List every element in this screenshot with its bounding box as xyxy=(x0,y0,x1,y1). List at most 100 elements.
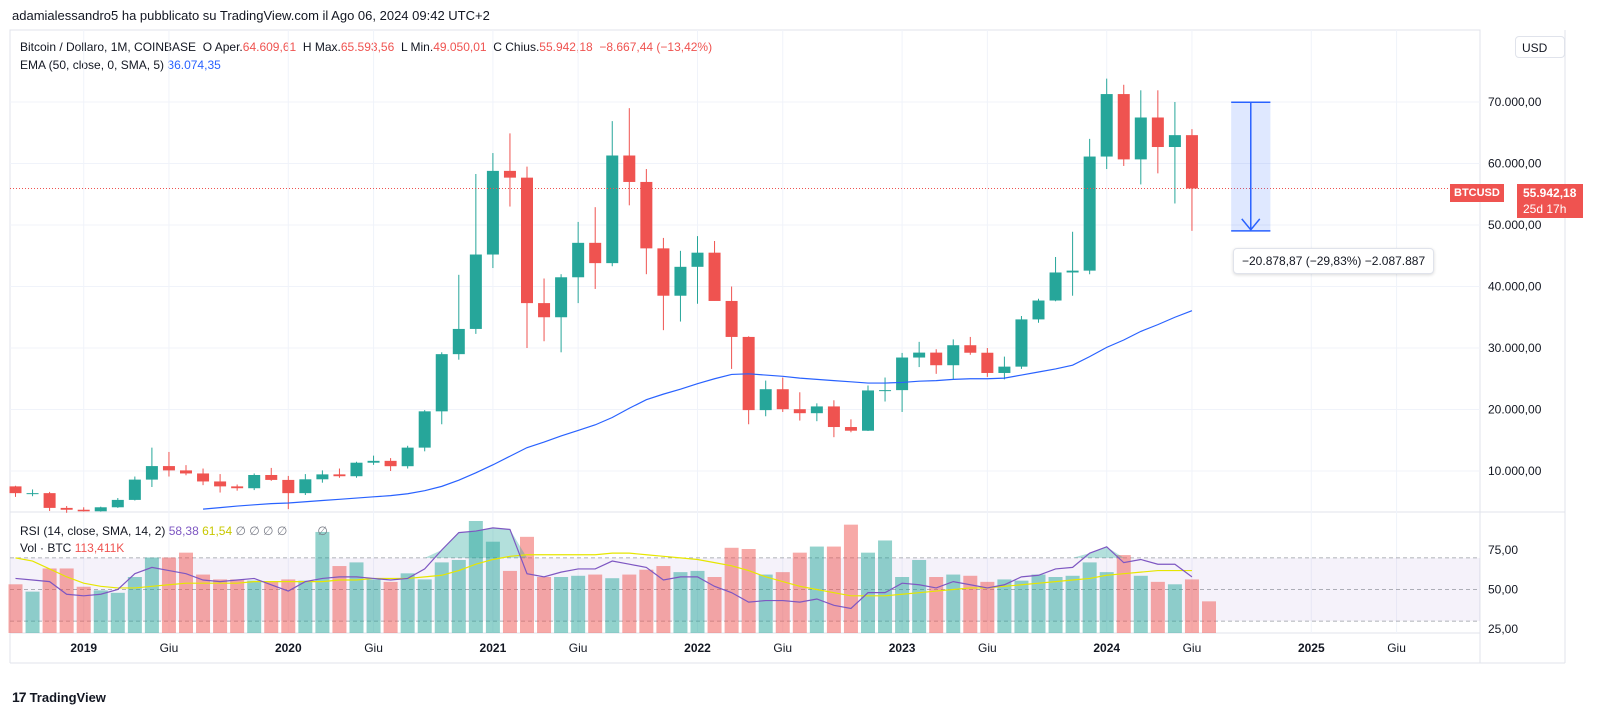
time-tick-label: Giu xyxy=(364,641,383,655)
candle-body[interactable] xyxy=(708,252,721,301)
candle-body[interactable] xyxy=(248,474,261,489)
candle-body[interactable] xyxy=(1151,117,1164,148)
candle-body[interactable] xyxy=(521,177,533,304)
candle-body[interactable] xyxy=(862,390,874,431)
candle-body[interactable] xyxy=(299,479,312,494)
tradingview-logo-icon: 17 xyxy=(12,689,27,705)
candle-body[interactable] xyxy=(145,466,158,480)
candle-body[interactable] xyxy=(333,474,346,477)
candle-body[interactable] xyxy=(793,409,806,414)
volume-bar xyxy=(707,577,722,633)
time-tick-label: 2024 xyxy=(1093,641,1120,655)
candle-body[interactable] xyxy=(606,155,619,264)
candle-body[interactable] xyxy=(674,266,687,296)
time-tick-label: Giu xyxy=(569,641,588,655)
candle-body[interactable] xyxy=(231,486,244,489)
last-price: 55.942,18 xyxy=(1523,186,1577,200)
volume-bar xyxy=(485,541,500,633)
candle-body[interactable] xyxy=(486,170,499,255)
candle-body[interactable] xyxy=(913,352,926,358)
rsi-sma-value: 61,54 xyxy=(202,524,233,538)
candle-body[interactable] xyxy=(981,352,994,373)
candle-body[interactable] xyxy=(1100,94,1113,157)
volume-bar xyxy=(520,536,534,633)
candle-body[interactable] xyxy=(128,479,141,500)
candle-body[interactable] xyxy=(77,509,90,512)
candle-body[interactable] xyxy=(43,493,56,508)
volume-bar xyxy=(451,559,466,633)
candle-body[interactable] xyxy=(316,474,329,480)
candle-body[interactable] xyxy=(657,248,670,296)
candle-body[interactable] xyxy=(998,366,1011,373)
candle-body[interactable] xyxy=(827,406,840,428)
time-tick-label: Giu xyxy=(1183,641,1202,655)
volume-bar xyxy=(758,574,773,633)
candle-body[interactable] xyxy=(691,252,704,267)
candle-body[interactable] xyxy=(384,460,397,467)
candle-body[interactable] xyxy=(725,300,738,337)
volume-legend[interactable]: Vol · BTC 113,411K xyxy=(20,541,124,555)
candle-body[interactable] xyxy=(1083,156,1096,271)
candle-body[interactable] xyxy=(776,389,789,410)
candle-body[interactable] xyxy=(947,345,960,366)
candle-body[interactable] xyxy=(589,242,602,264)
rsi-tick-label: 25,00 xyxy=(1488,622,1518,636)
candle-body[interactable] xyxy=(435,354,448,412)
ema-legend[interactable]: EMA (50, close, 0, SMA, 5) 36.074,35 xyxy=(20,58,221,72)
candle-body[interactable] xyxy=(180,470,192,474)
candle-body[interactable] xyxy=(896,357,909,391)
candle-body[interactable] xyxy=(879,390,892,392)
candle-body[interactable] xyxy=(214,481,227,487)
candle-body[interactable] xyxy=(503,170,516,178)
candle-body[interactable] xyxy=(759,389,772,411)
change-value: −8.667,44 (−13,42%) xyxy=(599,40,713,54)
candle-body[interactable] xyxy=(1117,94,1130,160)
candle-body[interactable] xyxy=(1134,117,1147,160)
candle-body[interactable] xyxy=(1032,300,1045,320)
candle-body[interactable] xyxy=(469,254,482,329)
candle-body[interactable] xyxy=(367,460,380,463)
candle-body[interactable] xyxy=(1049,272,1062,301)
symbol-legend[interactable]: Bitcoin / Dollaro, 1M, COINBASE O Aper.6… xyxy=(20,40,712,54)
volume-bar xyxy=(1065,575,1080,633)
close-value: 55.942,18 xyxy=(539,40,593,54)
volume-bar xyxy=(502,570,517,633)
candle-body[interactable] xyxy=(555,277,568,318)
candle-body[interactable] xyxy=(9,486,22,494)
candle-body[interactable] xyxy=(265,474,278,480)
candle-body[interactable] xyxy=(401,447,414,467)
candle-body[interactable] xyxy=(1185,135,1198,189)
candle-body[interactable] xyxy=(452,328,465,355)
volume-bar xyxy=(912,559,927,633)
candle-body[interactable] xyxy=(1168,135,1181,148)
tradingview-footer[interactable]: 17 TradingView xyxy=(12,689,106,705)
rsi-legend[interactable]: RSI (14, close, SMA, 14, 2) 58,38 61,54 … xyxy=(20,524,328,538)
candle-body[interactable] xyxy=(1066,270,1079,273)
candle-body[interactable] xyxy=(810,406,823,414)
candle-body[interactable] xyxy=(538,303,551,318)
candle-body[interactable] xyxy=(964,345,977,353)
tradingview-brand: TradingView xyxy=(29,689,106,705)
volume-bar xyxy=(315,531,330,633)
candle-body[interactable] xyxy=(572,242,585,278)
candle-body[interactable] xyxy=(640,181,653,249)
volume-bar xyxy=(93,590,108,633)
candle-body[interactable] xyxy=(1015,319,1028,367)
candle-body[interactable] xyxy=(930,352,943,366)
volume-bar xyxy=(963,575,978,633)
candle-body[interactable] xyxy=(94,507,107,512)
candle-body[interactable] xyxy=(26,493,39,495)
candle-body[interactable] xyxy=(111,499,124,508)
candle-body[interactable] xyxy=(623,155,636,182)
candle-body[interactable] xyxy=(197,473,210,482)
time-tick-label: 2023 xyxy=(889,641,916,655)
currency-button[interactable]: USD xyxy=(1515,36,1565,58)
candle-body[interactable] xyxy=(282,479,295,494)
rsi-tick-label: 50,00 xyxy=(1488,583,1518,597)
candle-body[interactable] xyxy=(60,507,73,510)
candle-body[interactable] xyxy=(418,411,431,448)
candle-body[interactable] xyxy=(350,462,363,477)
candle-body[interactable] xyxy=(162,466,175,471)
candle-body[interactable] xyxy=(844,427,857,431)
